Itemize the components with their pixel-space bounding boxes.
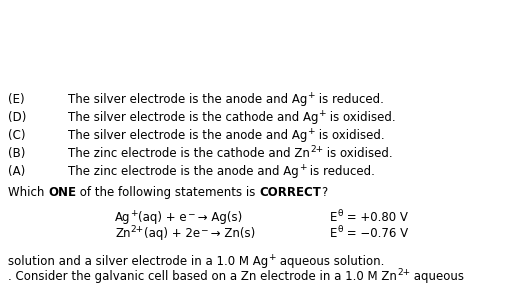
Text: 2+: 2+	[310, 145, 323, 154]
Text: is oxidised.: is oxidised.	[323, 147, 393, 160]
Text: . Consider the galvanic cell based on a Zn electrode in a 1.0 M Zn: . Consider the galvanic cell based on a …	[8, 270, 397, 283]
Text: The silver electrode is the anode and Ag: The silver electrode is the anode and Ag	[68, 93, 307, 106]
Text: = +0.80 V: = +0.80 V	[343, 211, 408, 224]
Text: Which: Which	[8, 186, 48, 199]
Text: ONE: ONE	[48, 186, 76, 199]
Text: (C): (C)	[8, 129, 25, 142]
Text: is reduced.: is reduced.	[315, 93, 384, 106]
Text: −: −	[200, 225, 207, 234]
Text: θ: θ	[337, 209, 343, 218]
Text: +: +	[131, 209, 138, 218]
Text: of the following statements is: of the following statements is	[76, 186, 259, 199]
Text: → Zn(s): → Zn(s)	[207, 227, 255, 240]
Text: (D): (D)	[8, 111, 26, 124]
Text: (A): (A)	[8, 165, 25, 178]
Text: Zn: Zn	[115, 227, 131, 240]
Text: The zinc electrode is the cathode and Zn: The zinc electrode is the cathode and Zn	[68, 147, 310, 160]
Text: Ag: Ag	[115, 211, 131, 224]
Text: (E): (E)	[8, 93, 25, 106]
Text: → Ag(s): → Ag(s)	[194, 211, 242, 224]
Text: E: E	[330, 211, 337, 224]
Text: 2+: 2+	[131, 225, 143, 234]
Text: +: +	[307, 91, 315, 100]
Text: is reduced.: is reduced.	[306, 165, 375, 178]
Text: CORRECT: CORRECT	[259, 186, 321, 199]
Text: +: +	[299, 163, 306, 172]
Text: ?: ?	[321, 186, 327, 199]
Text: 2+: 2+	[397, 268, 410, 277]
Text: is oxidised.: is oxidised.	[326, 111, 396, 124]
Text: +: +	[268, 253, 276, 262]
Text: E: E	[330, 227, 337, 240]
Text: is oxidised.: is oxidised.	[315, 129, 384, 142]
Text: aqueous solution.: aqueous solution.	[276, 255, 384, 268]
Text: +: +	[319, 109, 326, 118]
Text: θ: θ	[337, 225, 343, 234]
Text: = −0.76 V: = −0.76 V	[343, 227, 408, 240]
Text: aqueous: aqueous	[410, 270, 464, 283]
Text: (aq) + 2e: (aq) + 2e	[143, 227, 200, 240]
Text: (aq) + e: (aq) + e	[138, 211, 186, 224]
Text: solution and a silver electrode in a 1.0 M Ag: solution and a silver electrode in a 1.0…	[8, 255, 268, 268]
Text: The silver electrode is the anode and Ag: The silver electrode is the anode and Ag	[68, 129, 307, 142]
Text: The zinc electrode is the anode and Ag: The zinc electrode is the anode and Ag	[68, 165, 299, 178]
Text: −: −	[186, 209, 194, 218]
Text: (B): (B)	[8, 147, 25, 160]
Text: +: +	[307, 127, 315, 136]
Text: The silver electrode is the cathode and Ag: The silver electrode is the cathode and …	[68, 111, 319, 124]
